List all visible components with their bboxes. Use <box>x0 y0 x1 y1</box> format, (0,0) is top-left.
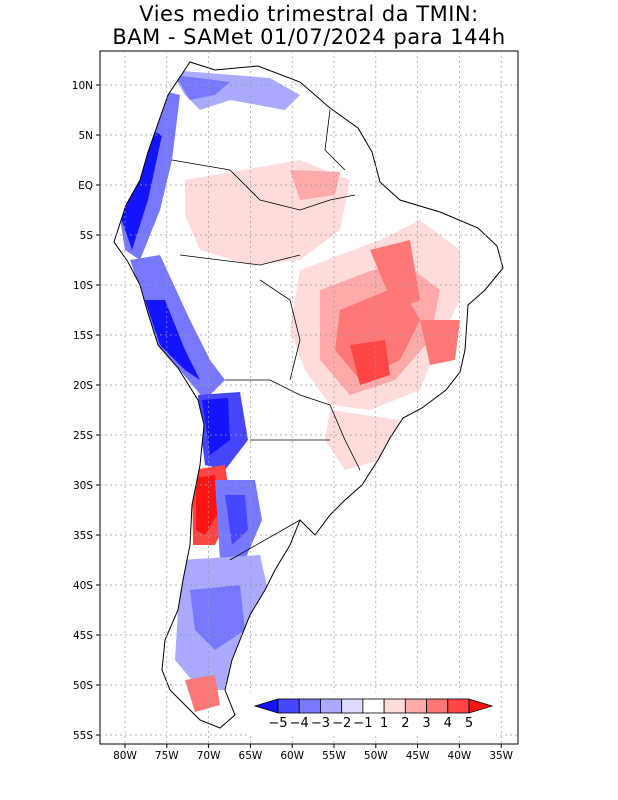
latitude-axis: 10N 5N EQ 5S 10S 15S 20S 25S 30S 35S 40S 45S 50S 55S <box>72 80 100 742</box>
lon-tick-label: 75W <box>155 750 179 762</box>
colorbar-upper-triangle <box>468 698 494 714</box>
lon-tick-label: 65W <box>239 750 263 762</box>
colorbar-label: −3 <box>311 716 330 731</box>
lat-tick-label: 50S <box>73 680 93 692</box>
colorbar-label: −1 <box>353 716 372 731</box>
lon-tick-label: 80W <box>113 750 137 762</box>
lat-tick-label: 10N <box>72 80 93 92</box>
colorbar-label: 5 <box>465 716 473 731</box>
colorbar-label: −5 <box>268 716 287 731</box>
lat-tick-label: 5S <box>80 230 94 242</box>
map-title-line2: BAM - SAMet 01/07/2024 para 144h <box>112 25 506 49</box>
colorbar-box <box>341 698 364 714</box>
lat-tick-label: 5N <box>78 130 93 142</box>
colorbar-box <box>426 698 449 714</box>
lat-tick-label: 20S <box>73 380 93 392</box>
colorbar-label: 3 <box>422 716 430 731</box>
colorbar-label: −4 <box>290 716 309 731</box>
colorbar: −5 −4 −3 −2 −1 1 2 3 4 5 <box>250 692 496 736</box>
lat-tick-label: 15S <box>73 330 93 342</box>
lat-tick-label: 30S <box>73 480 93 492</box>
grid-lines <box>100 51 518 744</box>
colorbar-label: 4 <box>444 716 452 731</box>
lat-tick-label: 35S <box>73 530 93 542</box>
lon-tick-label: 40W <box>448 750 472 762</box>
colorbar-label: −2 <box>332 716 351 731</box>
colorbar-box <box>298 698 321 714</box>
colorbar-box <box>447 698 470 714</box>
colorbar-label: 2 <box>401 716 409 731</box>
bias-field <box>113 61 504 729</box>
lon-tick-label: 55W <box>322 750 346 762</box>
colorbar-box <box>277 698 300 714</box>
lon-tick-label: 70W <box>197 750 221 762</box>
colorbar-box <box>404 698 427 714</box>
lon-tick-label: 35W <box>489 750 513 762</box>
longitude-axis: 80W 75W 70W 65W 60W 55W 50W 45W 40W 35W <box>113 744 514 762</box>
colorbar-box <box>320 698 343 714</box>
lat-tick-label: 40S <box>73 580 93 592</box>
lon-tick-label: 45W <box>406 750 430 762</box>
lat-tick-label: 10S <box>73 280 93 292</box>
lat-tick-label: 45S <box>73 630 93 642</box>
lat-tick-label: 25S <box>73 430 93 442</box>
lat-tick-label: 55S <box>73 730 93 742</box>
colorbar-label: 1 <box>380 716 388 731</box>
map-title-line1: Vies medio trimestral da TMIN: <box>139 2 479 26</box>
lon-tick-label: 50W <box>364 750 388 762</box>
colorbar-box <box>383 698 406 714</box>
lon-tick-label: 60W <box>280 750 304 762</box>
country-borders <box>171 109 361 561</box>
colorbar-box <box>362 698 385 714</box>
lat-tick-label: EQ <box>78 180 93 192</box>
